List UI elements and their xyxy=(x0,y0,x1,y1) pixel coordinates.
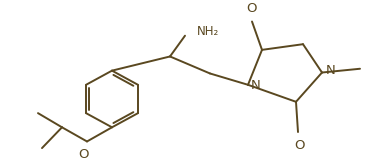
Text: N: N xyxy=(326,64,336,77)
Text: O: O xyxy=(295,139,305,152)
Text: N: N xyxy=(251,79,261,92)
Text: O: O xyxy=(247,2,257,15)
Text: NH₂: NH₂ xyxy=(197,25,219,38)
Text: O: O xyxy=(79,148,89,161)
